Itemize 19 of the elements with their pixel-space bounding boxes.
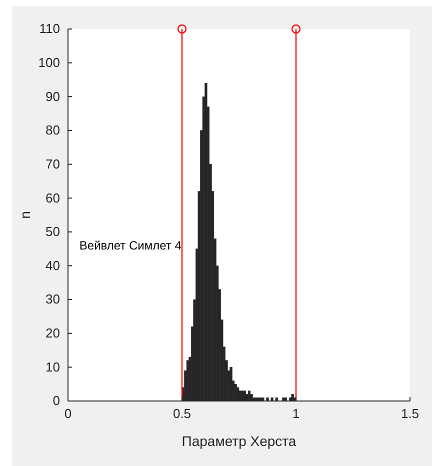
y-axis-title: n	[17, 211, 33, 219]
y-tick-label: 20	[46, 326, 60, 341]
y-tick-label: 80	[46, 122, 60, 138]
y-tick-label: 90	[46, 88, 60, 104]
x-tick-label: 0	[64, 406, 72, 422]
y-tick-label: 60	[46, 190, 60, 206]
y-tick-label: 110	[39, 21, 60, 36]
y-tick-label: 100	[38, 54, 60, 70]
x-tick-label: 0.5	[172, 406, 192, 422]
y-tick-label: 70	[46, 156, 60, 172]
x-tick-label: 1	[292, 406, 300, 422]
y-tick-label: 10	[46, 359, 60, 374]
y-tick-label: 50	[46, 224, 60, 240]
x-axis-title: Параметр Херста	[182, 433, 296, 449]
y-tick-label: 40	[46, 258, 60, 273]
x-tick-label: 1.5	[400, 406, 420, 422]
annotation: Вейвлет Симлет 4	[79, 238, 182, 253]
y-tick-label: 30	[46, 292, 60, 307]
y-tick-label: 0	[52, 393, 60, 408]
